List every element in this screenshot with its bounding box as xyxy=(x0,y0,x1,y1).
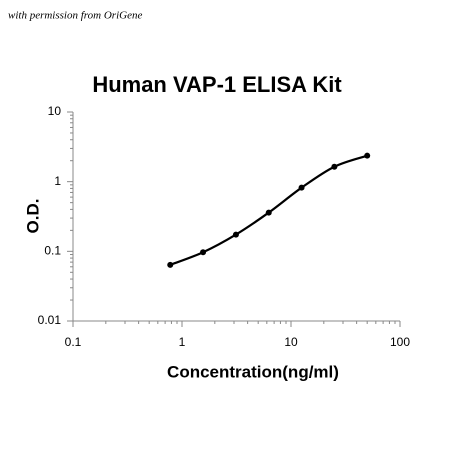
data-point xyxy=(167,261,174,268)
y-axis-label: O.D. xyxy=(23,199,42,234)
x-tick-label: 100 xyxy=(390,335,410,349)
y-tick-label: 1 xyxy=(54,174,61,188)
data-point xyxy=(200,249,207,256)
watermark: with permission from OriGene xyxy=(8,10,142,22)
y-tick-label: 0.1 xyxy=(44,244,61,258)
x-tick-label: 0.1 xyxy=(65,335,82,349)
data-point xyxy=(331,163,338,170)
x-tick-label: 10 xyxy=(284,335,298,349)
chart-title: Human VAP-1 ELISA Kit xyxy=(92,72,342,97)
x-tick-label: 1 xyxy=(179,335,186,349)
data-point xyxy=(265,209,272,216)
x-axis-label: Concentration(ng/ml) xyxy=(167,362,339,381)
y-tick-label: 10 xyxy=(48,104,62,118)
y-tick-label: 0.01 xyxy=(38,313,62,327)
data-point xyxy=(232,231,239,238)
data-point xyxy=(298,184,305,191)
data-point xyxy=(364,152,371,159)
